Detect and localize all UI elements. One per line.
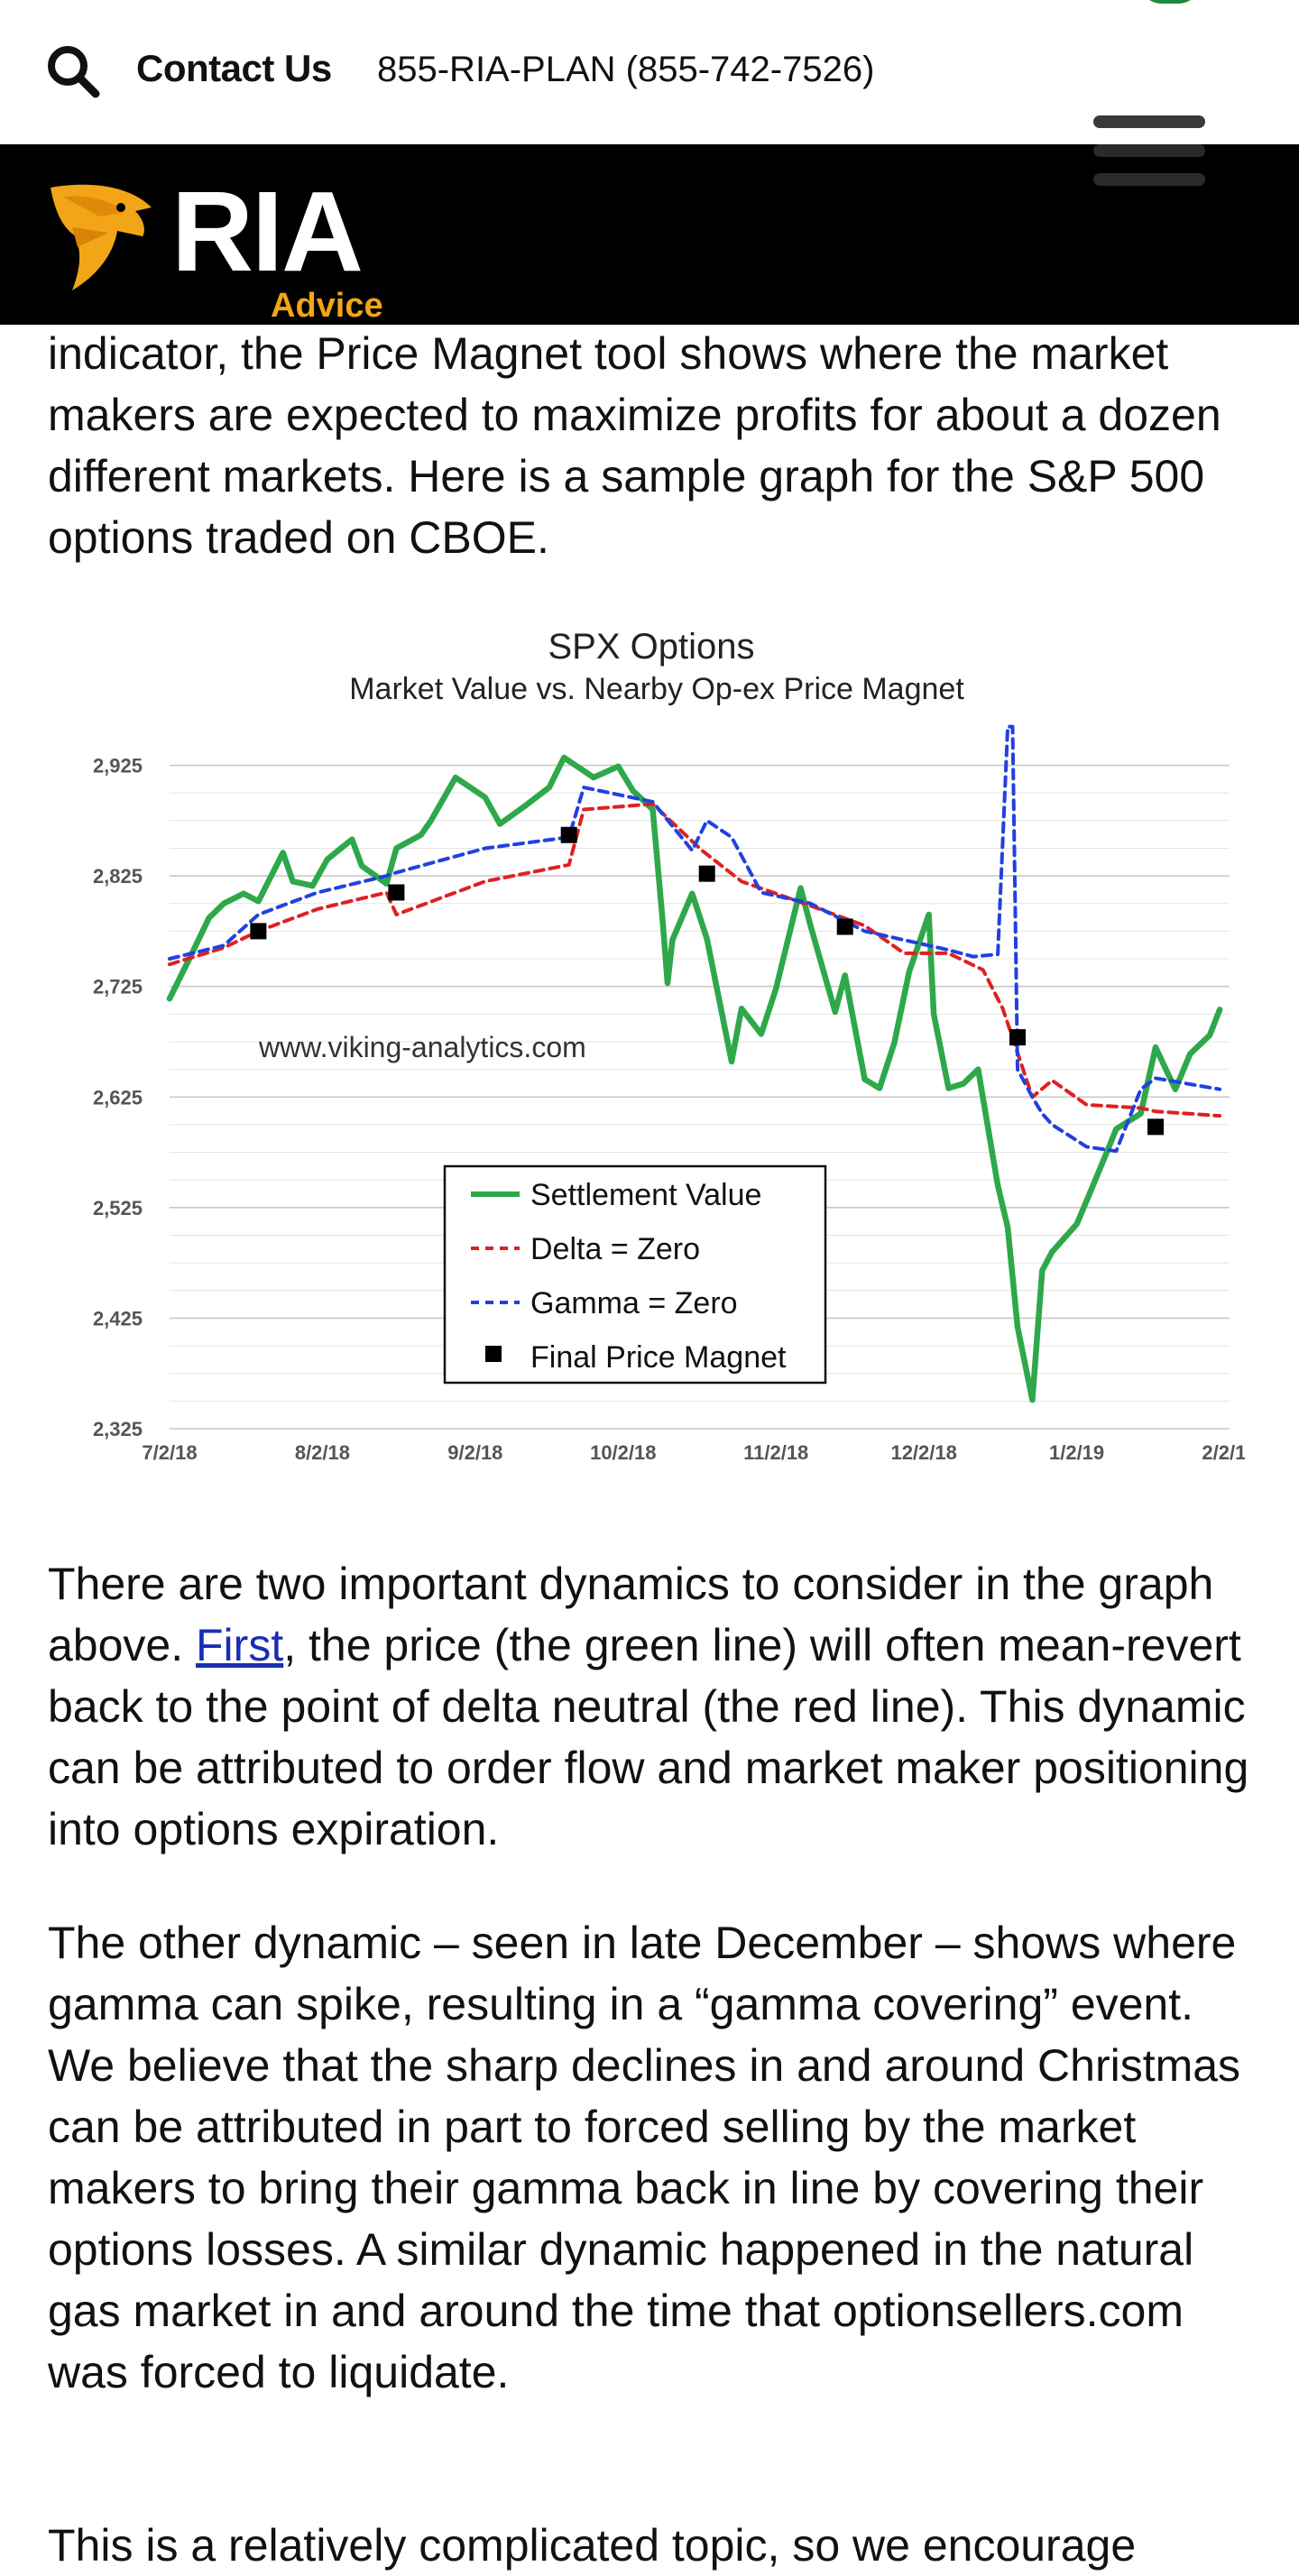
site-header (0, 144, 1299, 325)
chart-watermark: www.viking-analytics.com (258, 1031, 586, 1063)
x-tick-label: 11/2/18 (743, 1441, 808, 1464)
price-magnet-marker (836, 918, 853, 935)
y-tick-label: 2,825 (93, 865, 143, 888)
hamburger-menu-icon[interactable] (1093, 112, 1205, 193)
y-tick-label: 2,525 (93, 1197, 143, 1219)
chart-gridlines (170, 764, 1230, 1430)
article-paragraph-4: This is a relatively complicated topic, … (48, 2520, 1137, 2571)
chart-title: SPX Options (548, 627, 754, 667)
legend-swatch-magnet (485, 1346, 502, 1362)
x-tick-label: 7/2/18 (142, 1441, 197, 1464)
chart-y-ticks: 2,925 2,825 2,725 2,625 2,525 2,425 2,325 (93, 755, 143, 1440)
y-tick-label: 2,325 (93, 1418, 143, 1440)
paragraph-2-text-start: There are two important dynamics to cons… (48, 1559, 1214, 1670)
contact-us-link[interactable]: Contact Us (136, 47, 332, 89)
chart-svg: SPX Options Market Value vs. Nearby Op-e… (93, 627, 1258, 1464)
green-badge (1138, 0, 1202, 4)
ria-advice-logo[interactable]: RIA Advice (45, 175, 406, 325)
article-paragraph-2: There are two important dynamics to cons… (48, 1553, 1266, 1860)
price-magnet-marker (1009, 1029, 1026, 1046)
logo-text: RIA (171, 168, 364, 295)
article-paragraph-3: The other dynamic – seen in late Decembe… (48, 1918, 1241, 2397)
chart-series (166, 724, 1223, 1403)
first-link[interactable]: First (196, 1620, 284, 1670)
spx-options-chart: SPX Options Market Value vs. Nearby Op-e… (54, 613, 1258, 1479)
logo-subtext: Advice (271, 287, 383, 325)
y-tick-label: 2,425 (93, 1307, 143, 1329)
settlement-value-line (166, 754, 1223, 1403)
x-tick-label: 1/2/19 (1049, 1441, 1104, 1464)
x-tick-label: 12/2/18 (890, 1441, 956, 1464)
chart-subtitle: Market Value vs. Nearby Op-ex Price Magn… (349, 672, 964, 706)
article-paragraph-1: indicator, the Price Magnet tool shows w… (48, 328, 1221, 563)
price-magnet-marker (1147, 1118, 1165, 1136)
legend-label-delta: Delta = Zero (530, 1232, 700, 1266)
chart-legend: Settlement Value Delta = Zero Gamma = Ze… (443, 1164, 827, 1385)
price-magnet-marker (698, 865, 715, 882)
y-tick-label: 2,725 (93, 976, 143, 998)
legend-label-gamma: Gamma = Zero (530, 1286, 738, 1320)
price-magnet-marker (560, 826, 577, 843)
chart-x-ticks: 7/2/18 8/2/18 9/2/18 10/2/18 11/2/18 12/2/18 1… (142, 1441, 1257, 1464)
x-tick-label: 2/2/19 (1202, 1441, 1245, 1464)
gamma-zero-line (168, 724, 1222, 1154)
price-magnet-marker (388, 884, 405, 901)
eagle-logo-icon (51, 184, 152, 290)
legend-label-settlement: Settlement Value (530, 1178, 761, 1212)
delta-zero-line (168, 802, 1222, 1118)
x-tick-label: 10/2/18 (590, 1441, 656, 1464)
phone-number[interactable]: 855-RIA-PLAN (855-742-7526) (377, 50, 875, 89)
paragraph-2-text-end: , the price (the green line) will often … (48, 1620, 1249, 1854)
top-contact-bar: Contact Us 855-RIA-PLAN (855-742-7526) (0, 0, 1299, 144)
price-magnet-marker (250, 923, 267, 940)
x-tick-label: 8/2/18 (295, 1441, 350, 1464)
y-tick-label: 2,925 (93, 755, 143, 777)
search-icon[interactable] (45, 43, 101, 99)
legend-label-magnet: Final Price Magnet (530, 1340, 787, 1375)
y-tick-label: 2,625 (93, 1086, 143, 1109)
x-tick-label: 9/2/18 (447, 1441, 502, 1464)
